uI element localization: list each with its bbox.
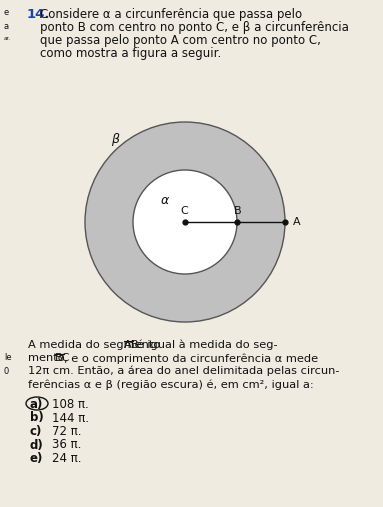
Text: b): b): [30, 412, 44, 424]
Circle shape: [85, 122, 285, 322]
Text: ferências α e β (região escura) é, em cm², igual a:: ferências α e β (região escura) é, em cm…: [28, 379, 314, 389]
Text: 36 π.: 36 π.: [52, 439, 81, 452]
Text: A: A: [293, 217, 301, 227]
Text: e): e): [30, 452, 43, 465]
Text: 0: 0: [4, 367, 9, 376]
Text: ar.: ar.: [4, 36, 11, 41]
Text: como mostra a figura a seguir.: como mostra a figura a seguir.: [40, 47, 221, 60]
Text: AB: AB: [124, 340, 139, 350]
Text: β: β: [111, 133, 119, 147]
Text: le: le: [4, 353, 11, 362]
Text: BC: BC: [55, 353, 71, 363]
Text: 72 π.: 72 π.: [52, 425, 82, 438]
Text: ponto B com centro no ponto C, e β a circunferência: ponto B com centro no ponto C, e β a cir…: [40, 21, 349, 34]
Text: C: C: [180, 206, 188, 216]
Text: A medida do segmento: A medida do segmento: [28, 340, 164, 350]
Text: a: a: [4, 22, 9, 31]
Text: 12π cm. Então, a área do anel delimitada pelas circun-: 12π cm. Então, a área do anel delimitada…: [28, 366, 339, 377]
Text: mento: mento: [28, 353, 69, 363]
Text: 24 π.: 24 π.: [52, 452, 82, 465]
Text: 14.: 14.: [27, 8, 51, 21]
Text: Considere α a circunferência que passa pelo: Considere α a circunferência que passa p…: [40, 8, 302, 21]
Text: e: e: [4, 8, 9, 17]
Text: a): a): [30, 398, 43, 411]
Text: α: α: [161, 194, 169, 206]
Text: é igual à medida do seg-: é igual à medida do seg-: [133, 340, 277, 350]
Text: 108 π.: 108 π.: [52, 398, 89, 411]
Text: c): c): [30, 425, 43, 438]
Text: 144 π.: 144 π.: [52, 412, 89, 424]
Text: d): d): [30, 439, 44, 452]
Text: , e o comprimento da circunferência α mede: , e o comprimento da circunferência α me…: [64, 353, 319, 364]
Circle shape: [133, 170, 237, 274]
Text: que passa pelo ponto A com centro no ponto C,: que passa pelo ponto A com centro no pon…: [40, 34, 321, 47]
Text: B: B: [234, 206, 242, 216]
